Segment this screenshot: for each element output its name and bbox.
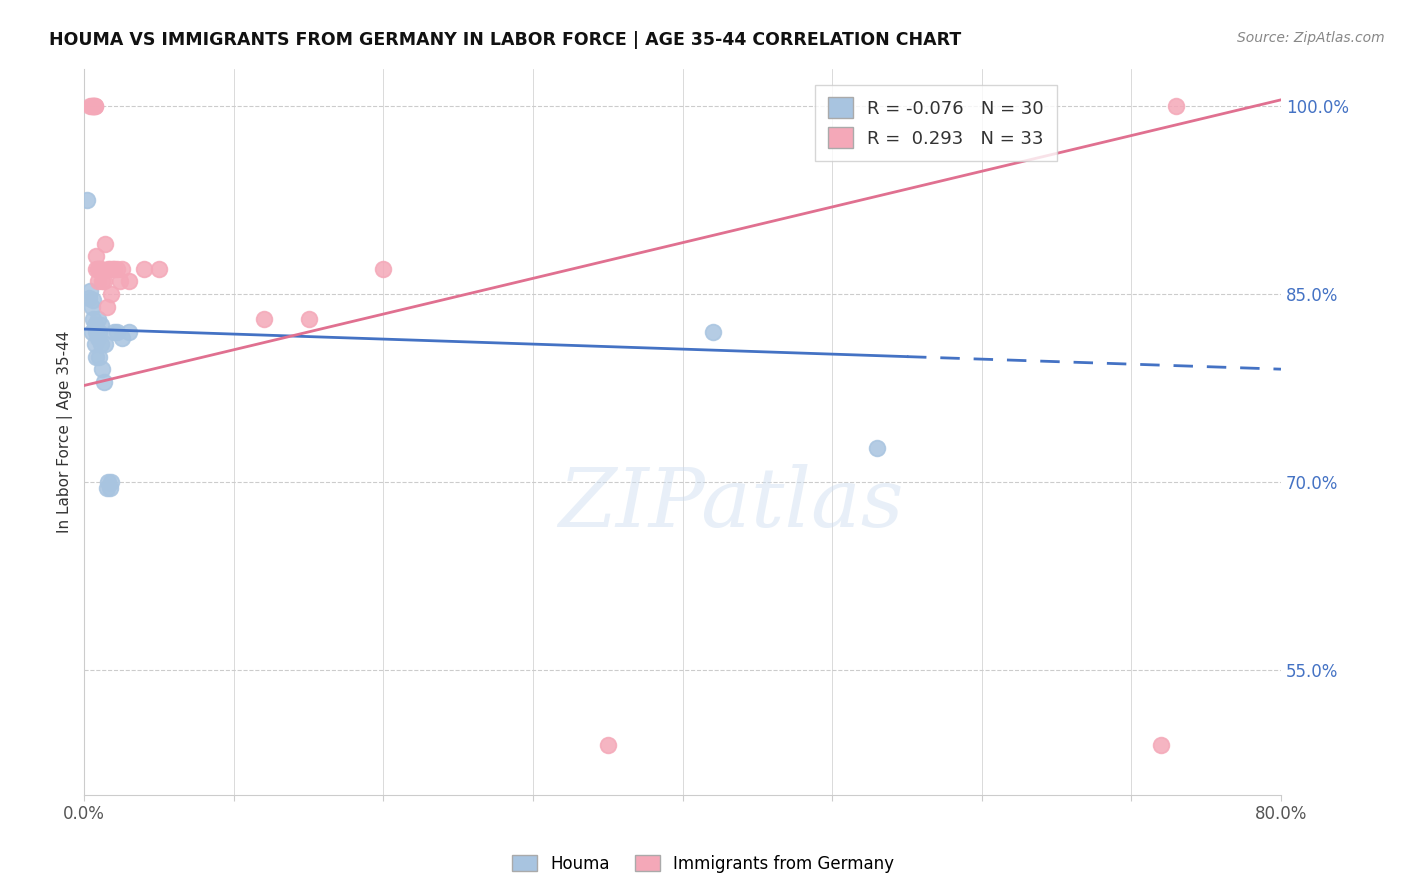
Text: ZIPatlas: ZIPatlas	[558, 465, 903, 544]
Point	[100, 287, 122, 301]
Point	[596, 738, 619, 752]
Point	[82, 293, 104, 308]
Point	[253, 312, 276, 326]
Point	[93, 275, 115, 289]
Point	[80, 99, 103, 113]
Point	[80, 300, 103, 314]
Point	[134, 262, 156, 277]
Point	[91, 275, 114, 289]
Point	[1166, 99, 1188, 113]
Point	[98, 262, 121, 277]
Point	[77, 291, 100, 305]
Point	[105, 325, 128, 339]
Point	[94, 337, 117, 351]
Legend: R = -0.076   N = 30, R =  0.293   N = 33: R = -0.076 N = 30, R = 0.293 N = 33	[815, 85, 1056, 161]
Point	[373, 262, 395, 277]
Point	[96, 300, 118, 314]
Point	[94, 236, 117, 251]
Point	[82, 99, 104, 113]
Point	[83, 99, 105, 113]
Point	[84, 350, 107, 364]
Point	[83, 99, 105, 113]
Point	[83, 337, 105, 351]
Point	[87, 331, 110, 345]
Point	[90, 337, 112, 351]
Point	[148, 262, 170, 277]
Text: HOUMA VS IMMIGRANTS FROM GERMANY IN LABOR FORCE | AGE 35-44 CORRELATION CHART: HOUMA VS IMMIGRANTS FROM GERMANY IN LABO…	[49, 31, 962, 49]
Point	[108, 275, 131, 289]
Point	[89, 262, 111, 277]
Point	[298, 312, 321, 326]
Y-axis label: In Labor Force | Age 35-44: In Labor Force | Age 35-44	[58, 331, 73, 533]
Point	[91, 362, 114, 376]
Point	[105, 262, 128, 277]
Point	[103, 325, 125, 339]
Point	[80, 325, 103, 339]
Point	[83, 318, 105, 333]
Point	[101, 262, 124, 277]
Point	[103, 262, 125, 277]
Point	[97, 475, 120, 489]
Point	[89, 325, 111, 339]
Point	[84, 249, 107, 263]
Point	[90, 262, 112, 277]
Point	[87, 262, 110, 277]
Point	[79, 285, 101, 299]
Point	[82, 312, 104, 326]
Point	[84, 262, 107, 277]
Legend: Houma, Immigrants from Germany: Houma, Immigrants from Germany	[505, 848, 901, 880]
Point	[98, 481, 121, 495]
Point	[89, 350, 111, 364]
Point	[96, 481, 118, 495]
Point	[111, 331, 134, 345]
Point	[118, 325, 141, 339]
Point	[79, 99, 101, 113]
Point	[84, 325, 107, 339]
Point	[90, 318, 112, 333]
Point	[111, 262, 134, 277]
Point	[87, 312, 110, 326]
Point	[82, 99, 104, 113]
Point	[100, 475, 122, 489]
Point	[1150, 738, 1173, 752]
Point	[93, 375, 115, 389]
Point	[76, 193, 98, 207]
Point	[118, 275, 141, 289]
Point	[87, 275, 110, 289]
Point	[866, 441, 889, 455]
Point	[97, 262, 120, 277]
Point	[702, 325, 724, 339]
Text: Source: ZipAtlas.com: Source: ZipAtlas.com	[1237, 31, 1385, 45]
